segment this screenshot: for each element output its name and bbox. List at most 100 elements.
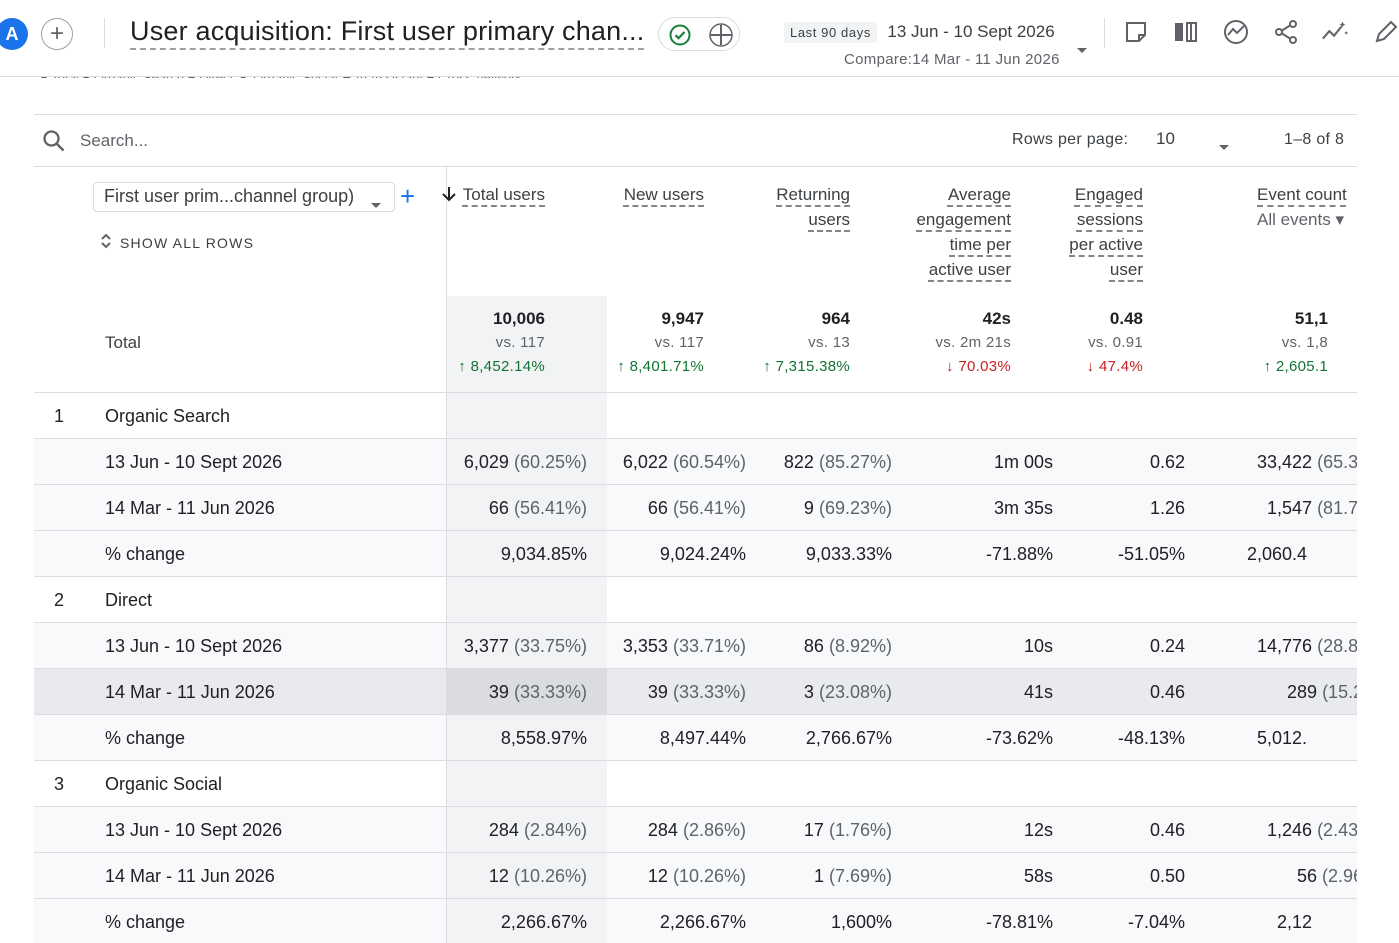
table-row[interactable]: % change 2,266.67% 2,266.67% 1,600% -78.81% -… (34, 898, 1357, 943)
table-cell: 58s (1024, 866, 1053, 887)
sorted-column-shade (447, 623, 607, 668)
table-cell: 66 (56.41%) (489, 498, 587, 519)
pagination-text: 1–8 of 8 (1284, 131, 1345, 148)
table-cell: 2,060.4 (1247, 544, 1307, 565)
cell-share: (65.3 (1317, 452, 1357, 472)
event-filter-select[interactable]: All events ▾ (1257, 207, 1347, 232)
totals-label: Total (105, 333, 141, 352)
account-avatar[interactable]: A (0, 18, 28, 50)
cell-value: 12s (1023, 820, 1053, 840)
table-cell: 1,246 (2.43 (1267, 820, 1357, 841)
cell-value: -51.05% (1117, 544, 1185, 564)
total-cell: 964 vs. 13 ↑ 7,315.38% (763, 308, 850, 378)
rows-per-page-select[interactable]: 10 (1156, 129, 1232, 153)
table-cell: 3 (23.08%) (804, 682, 892, 703)
total-value: 42s (982, 309, 1011, 328)
total-value: 0.48 (1109, 309, 1143, 328)
cell-value: 289 (1287, 682, 1318, 702)
cell-value: -48.13% (1117, 728, 1185, 748)
add-comparison-button[interactable]: + (41, 18, 73, 50)
chevron-down-icon[interactable] (1076, 42, 1088, 60)
sorted-column-shade (447, 761, 607, 806)
group-row[interactable]: 2 Direct (34, 576, 1357, 622)
table-cell: 2,266.67% (660, 912, 746, 933)
table-row[interactable]: % change 8,558.97% 8,497.44% 2,766.67% -73.6… (34, 714, 1357, 760)
cell-value: 8,497.44% (659, 728, 746, 748)
cell-value: 17 (803, 820, 824, 840)
show-all-rows-button[interactable]: SHOW ALL ROWS (100, 232, 254, 253)
cell-value: 0.62 (1149, 452, 1185, 472)
table-row[interactable]: % change 9,034.85% 9,024.24% 9,033.33% -71.8… (34, 530, 1357, 576)
table-cell: 6,022 (60.54%) (623, 452, 746, 473)
dimension-selector-label: First user prim...channel group) (104, 186, 355, 206)
table-cell: 6,029 (60.25%) (464, 452, 587, 473)
cell-value: 39 (647, 682, 668, 702)
search-input[interactable] (78, 127, 382, 155)
cell-value: 1,547 (1267, 498, 1313, 518)
column-header-label: time per (949, 235, 1011, 254)
cell-share: (1.76%) (828, 820, 892, 840)
cell-share: (10.26%) (513, 866, 587, 886)
cell-value: 56 (1297, 866, 1318, 886)
column-header-event-count[interactable]: Event count All events ▾ (1257, 182, 1347, 232)
note-icon[interactable] (1122, 18, 1150, 46)
dimension-selector[interactable]: First user prim...channel group) (93, 182, 395, 212)
compare-columns-icon[interactable] (1172, 18, 1200, 46)
check-circle-icon[interactable] (669, 24, 691, 51)
table-cell: 1 (7.69%) (814, 866, 892, 887)
table-cell: 3,377 (33.75%) (464, 636, 587, 657)
date-preset-badge: Last 90 days (784, 22, 877, 43)
group-row[interactable]: 3 Organic Social (34, 760, 1357, 806)
rows-per-page-label: Rows per page: (1012, 131, 1129, 148)
cell-value: 86 (803, 636, 824, 656)
column-header-total-users[interactable]: Total users (441, 182, 545, 207)
table-cell: 66 (56.41%) (648, 498, 746, 519)
trend-sparkle-icon[interactable] (1321, 18, 1349, 46)
cell-share: (85.27%) (818, 452, 892, 472)
cell-value: 66 (488, 498, 509, 518)
cell-share: (56.41%) (672, 498, 746, 518)
compare-edit-icon[interactable] (707, 22, 735, 53)
add-dimension-button[interactable]: + (400, 181, 416, 211)
sorted-column-shade (447, 531, 607, 576)
insights-icon[interactable] (1222, 18, 1250, 46)
table-row[interactable]: 13 Jun - 10 Sept 2026 284 (2.84%) 284 (2.8… (34, 806, 1357, 852)
cell-value: 1,600% (830, 912, 892, 932)
table-row[interactable]: 13 Jun - 10 Sept 2026 3,377 (33.75%) 3,353… (34, 622, 1357, 668)
cell-share: (33.75%) (513, 636, 587, 656)
edit-pencil-icon[interactable] (1372, 18, 1399, 46)
share-icon[interactable] (1272, 18, 1300, 46)
total-change-value: 70.03% (958, 358, 1011, 375)
total-change: ↑ 8,452.14% (458, 356, 545, 378)
column-header-avg-engagement[interactable]: Average engagement time per active user (916, 182, 1011, 282)
column-divider (446, 623, 447, 668)
table-row[interactable]: 14 Mar - 11 Jun 2026 12 (10.26%) 12 (10.26… (34, 852, 1357, 898)
table-cell: 39 (33.33%) (489, 682, 587, 703)
cell-value: 1,246 (1267, 820, 1313, 840)
cell-value: -73.62% (985, 728, 1053, 748)
cell-value: 9,034.85% (500, 544, 587, 564)
column-header-engaged-sessions[interactable]: Engaged sessions per active user (1069, 182, 1143, 282)
column-header-label: sessions (1076, 210, 1143, 229)
sorted-column-shade (447, 577, 607, 622)
table-row[interactable]: 14 Mar - 11 Jun 2026 39 (33.33%) 39 (33.33… (34, 668, 1357, 714)
table-row[interactable]: 13 Jun - 10 Sept 2026 6,029 (60.25%) 6,022… (34, 438, 1357, 484)
date-range-picker[interactable]: Last 90 days 13 Jun - 10 Sept 2026 (784, 22, 1055, 43)
header-divider (104, 18, 105, 48)
row-label: 14 Mar - 11 Jun 2026 (105, 682, 275, 702)
report-title[interactable]: User acquisition: First user primary cha… (130, 14, 645, 50)
table-cell: 2,266.67% (501, 912, 587, 933)
total-previous-value: vs. 117 (654, 334, 704, 351)
table-cell: 0.24 (1150, 636, 1185, 657)
group-row[interactable]: 1 Organic Search (34, 392, 1357, 438)
column-header-returning-users[interactable]: Returning users (776, 182, 850, 232)
cell-value: 3 (803, 682, 814, 702)
table-row[interactable]: 14 Mar - 11 Jun 2026 66 (56.41%) 66 (56.41… (34, 484, 1357, 530)
cell-share: (7.69%) (828, 866, 892, 886)
table-viewport: First user prim...channel group) + SHOW … (34, 165, 1357, 943)
table-cell: 41s (1024, 682, 1053, 703)
row-index: 3 (54, 774, 65, 794)
total-change-value: 2,605.1 (1275, 358, 1328, 375)
cell-value: 0.46 (1149, 820, 1185, 840)
column-header-new-users[interactable]: New users (624, 182, 704, 207)
